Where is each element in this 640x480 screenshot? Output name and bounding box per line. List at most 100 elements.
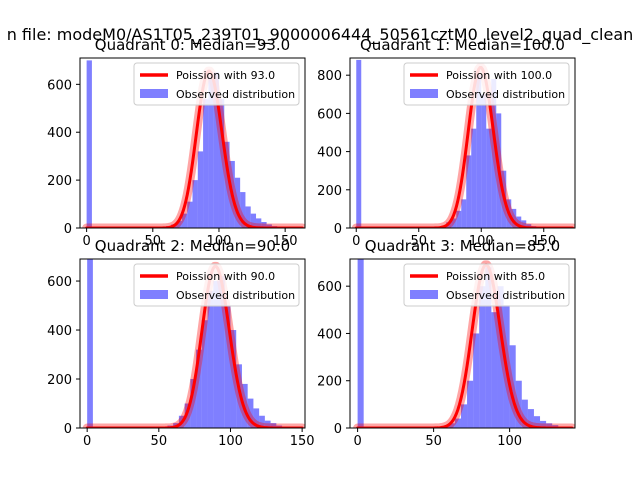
y-tick-label: 600 — [47, 275, 72, 290]
histogram-bar — [219, 276, 225, 428]
subplot-quadrant-0: 0 50 100 150 0 200 400 600 Quadrant 0: Median=93… — [47, 36, 306, 249]
histogram-bar — [87, 259, 93, 428]
axes-frame — [349, 258, 576, 429]
x-tick-label: 50 — [425, 434, 442, 449]
legend: Poission with 90.0 Observed distribution — [133, 263, 300, 307]
histogram-bar — [230, 330, 237, 428]
y-tick-label: 400 — [47, 324, 72, 339]
histogram-bar — [224, 141, 230, 228]
histogram-bar — [261, 222, 267, 228]
histogram-bar — [184, 403, 191, 428]
histogram-bar — [471, 128, 477, 228]
legend-label-observed: Observed distribution — [176, 289, 295, 302]
x-tick-label: 100 — [207, 234, 232, 249]
histogram-bar — [181, 213, 188, 228]
legend-box — [133, 263, 300, 307]
histogram-bar — [247, 398, 254, 428]
legend-swatch-observed — [140, 89, 168, 98]
x-tick-label: 50 — [145, 234, 162, 249]
histogram-bar — [546, 423, 553, 428]
histogram-bar — [264, 420, 271, 428]
x-tick-label: 150 — [531, 234, 556, 249]
legend: Poission with 85.0 Observed distribution — [403, 263, 570, 307]
histogram-bar — [486, 128, 492, 228]
y-tick-label: 0 — [64, 222, 72, 237]
y-tick-label: 0 — [64, 422, 72, 437]
histogram-bar — [224, 305, 231, 428]
histogram-bar — [197, 151, 204, 228]
subplot-title: Quadrant 3: Median=85.0 — [365, 237, 560, 255]
histogram-bar — [521, 220, 527, 228]
histogram-bar — [207, 290, 214, 428]
subplot-title: Quadrant 1: Median=100.0 — [360, 36, 565, 54]
histogram-bar — [213, 72, 219, 228]
x-tick-label: 0 — [353, 434, 361, 449]
x-tick-label: 0 — [83, 434, 91, 449]
legend-label-observed: Observed distribution — [176, 88, 295, 101]
histogram-bar — [521, 399, 528, 428]
histogram-bar — [451, 218, 457, 228]
histogram-bar — [86, 60, 92, 228]
histogram-bar — [234, 177, 241, 228]
histogram-bar — [467, 380, 474, 428]
y-tick-label: 200 — [317, 375, 342, 390]
axes-frame — [79, 258, 306, 429]
histogram-bar — [509, 345, 516, 428]
histogram-bar — [491, 312, 498, 428]
histogram-bar — [454, 418, 461, 428]
legend-label-poisson: Poission with 93.0 — [176, 69, 275, 82]
y-tick-label: 600 — [47, 78, 72, 93]
histogram-bar — [203, 98, 209, 228]
histogram-bar — [192, 180, 198, 228]
x-tick-label: 100 — [469, 234, 494, 249]
histogram-bar — [256, 218, 262, 228]
histogram-bar — [213, 281, 220, 428]
histogram-bar — [461, 199, 467, 228]
x-tick-label: 50 — [151, 434, 168, 449]
histogram-bar — [236, 364, 242, 428]
histogram-bar — [460, 404, 468, 428]
histogram-bar — [491, 79, 497, 228]
x-tick-label: 50 — [410, 234, 427, 249]
subplot-grid: 0 50 100 150 0 200 400 600 Quadrant 0: Median=93… — [47, 36, 576, 449]
histogram-bar — [187, 201, 193, 228]
histogram-bar — [245, 206, 251, 228]
histogram-bar — [448, 423, 455, 428]
histogram-bar — [533, 416, 541, 428]
legend-label-poisson: Poission with 85.0 — [446, 270, 545, 283]
poisson-curve — [356, 263, 574, 428]
legend: Poission with 93.0 Observed distribution — [133, 62, 300, 106]
subplot-title: Quadrant 2: Median=90.0 — [95, 237, 290, 255]
histogram-bar — [196, 349, 202, 428]
histogram-bar — [201, 320, 208, 428]
plot-area — [353, 259, 575, 428]
histogram-bar — [240, 192, 246, 228]
histogram-bar — [356, 59, 362, 228]
y-tick-label: 200 — [47, 174, 72, 189]
histogram-bar — [511, 208, 517, 228]
histogram-bar — [527, 409, 534, 428]
legend: Poission with 100.0 Observed distribution — [403, 62, 570, 106]
y-tick-label: 0 — [334, 422, 342, 437]
histogram-bar — [218, 98, 225, 228]
axes-frame — [349, 57, 576, 229]
histogram-bar — [208, 77, 214, 228]
y-tick-label: 800 — [317, 69, 342, 84]
histogram-bar — [176, 220, 182, 228]
figure-title: n file: modeM0/AS1T05_239T01_9000006444_… — [7, 25, 634, 45]
axes-frame — [79, 57, 306, 229]
histogram-bar — [473, 333, 480, 428]
histogram-bar — [253, 408, 260, 428]
y-tick-label: 600 — [317, 280, 342, 295]
y-tick-label: 600 — [317, 107, 342, 122]
histogram-bar — [250, 213, 257, 228]
y-tick-label: 200 — [317, 184, 342, 199]
legend-box — [403, 62, 570, 106]
histogram-bar — [485, 267, 492, 428]
legend-box — [133, 62, 300, 106]
histogram-bar — [515, 380, 522, 428]
histogram-bar — [481, 94, 487, 228]
legend-swatch-observed — [410, 89, 438, 98]
histogram-bar — [526, 224, 532, 228]
